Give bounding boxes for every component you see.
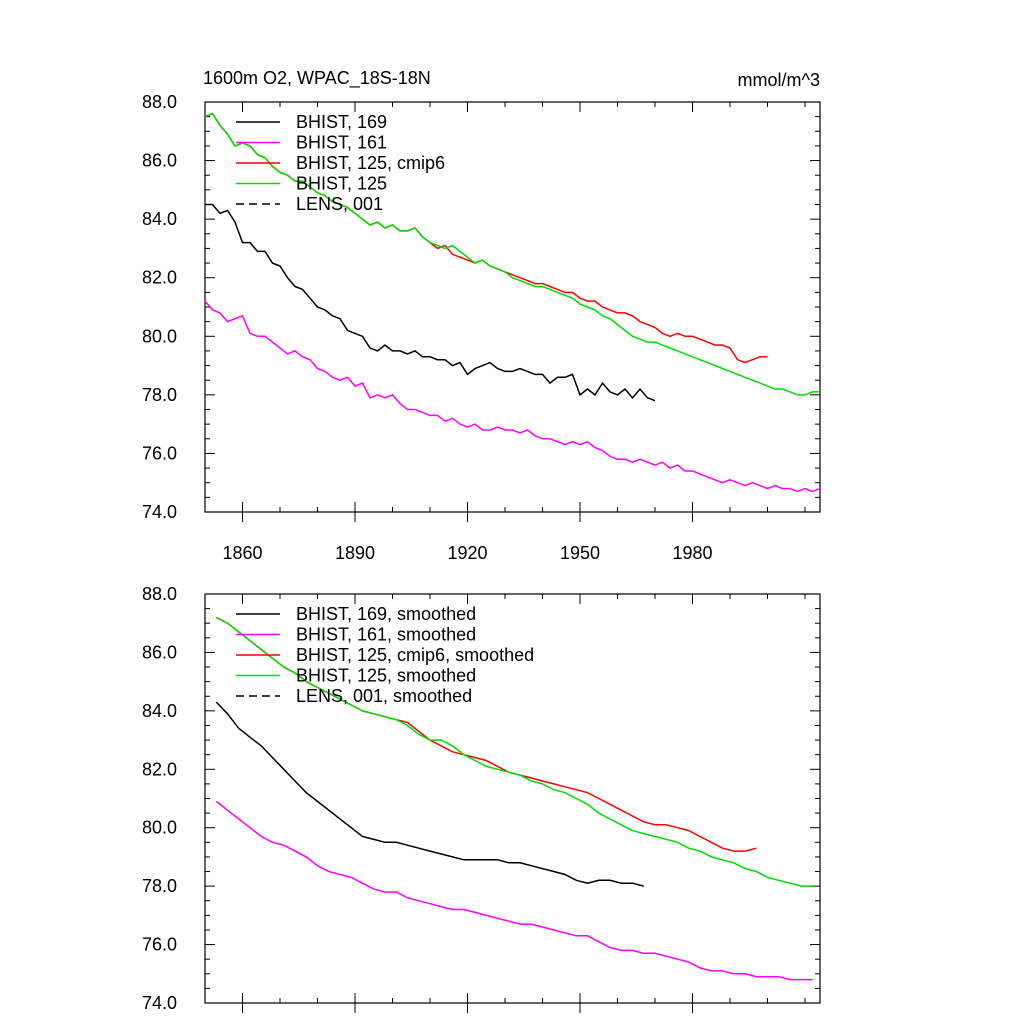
series-line-1 <box>204 300 821 493</box>
legend-label: BHIST, 169, smoothed <box>296 604 476 624</box>
y-tick-label: 76.0 <box>142 935 177 955</box>
y-tick-label: 80.0 <box>142 818 177 838</box>
y-tick-label: 74.0 <box>142 502 177 522</box>
chart-title-right: mmol/m^3 <box>738 70 820 90</box>
x-tick-label: 1950 <box>560 543 600 563</box>
chart-title-left: 1600m O2, WPAC_18S-18N <box>203 68 431 89</box>
legend-label: BHIST, 125 <box>296 174 387 194</box>
legend-label: LENS, 001 <box>296 194 383 214</box>
bottom-panel: 74.0 76.0 78.0 80.0 82.0 84.0 86.0 88.0 BHIST, 1… <box>142 584 821 1013</box>
top-panel: 74.0 76.0 78.0 80.0 82.0 84.0 86.0 88.0 1860 1890… <box>142 92 821 563</box>
series-line-1 <box>215 800 813 981</box>
y-tick-label: 80.0 <box>142 326 177 346</box>
legend-label: BHIST, 125, smoothed <box>296 666 476 686</box>
legend-label: LENS, 001, smoothed <box>296 686 472 706</box>
legend-label: BHIST, 125, cmip6, smoothed <box>296 645 534 665</box>
x-tick-label: 1980 <box>672 543 712 563</box>
y-tick-label: 78.0 <box>142 385 177 405</box>
series-line-3 <box>204 112 820 396</box>
series-line-0 <box>205 203 656 402</box>
x-tick-label: 1920 <box>447 543 487 563</box>
y-tick-label: 88.0 <box>142 584 177 604</box>
y-tick-label: 82.0 <box>142 268 177 288</box>
y-tick-label: 82.0 <box>142 759 177 779</box>
legend-label: BHIST, 161 <box>296 133 387 153</box>
y-tick-label: 78.0 <box>142 876 177 896</box>
x-tick-label: 1890 <box>335 543 375 563</box>
y-tick-label: 86.0 <box>142 151 177 171</box>
y-tick-label: 76.0 <box>142 443 177 463</box>
legend-label: BHIST, 169 <box>296 112 387 132</box>
series-line-0 <box>215 701 644 887</box>
series-line-2 <box>204 112 768 364</box>
y-tick-label: 88.0 <box>142 92 177 112</box>
legend-label: BHIST, 161, smoothed <box>296 625 476 645</box>
series-line-3 <box>215 616 813 887</box>
y-tick-label: 86.0 <box>142 642 177 662</box>
x-tick-label: 1860 <box>222 543 262 563</box>
y-tick-label: 74.0 <box>142 993 177 1013</box>
legend-label: BHIST, 125, cmip6 <box>296 153 445 173</box>
y-tick-label: 84.0 <box>142 209 177 229</box>
y-tick-label: 84.0 <box>142 701 177 721</box>
